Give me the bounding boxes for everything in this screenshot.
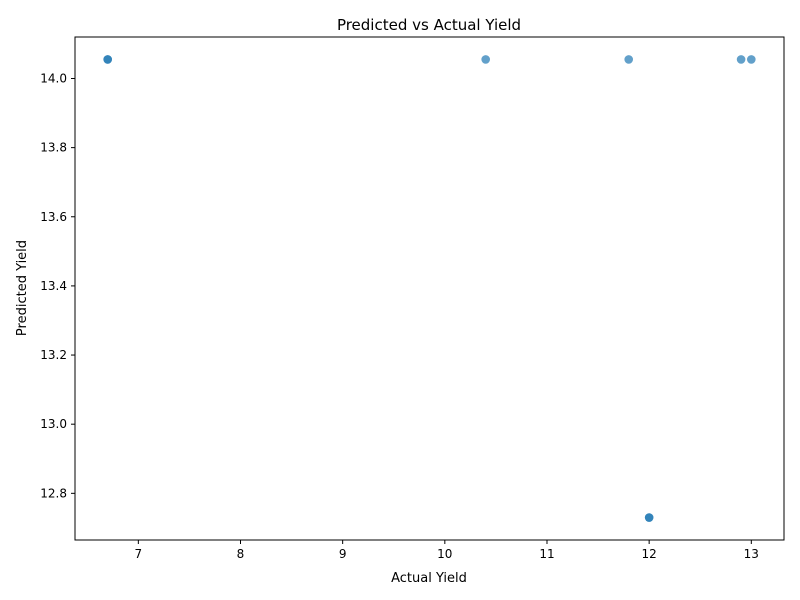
y-tick-label: 13.6: [40, 210, 67, 224]
data-point: [624, 55, 634, 64]
plot-area: [74, 36, 785, 541]
data-point: [644, 513, 654, 522]
x-axis-label: Actual Yield: [391, 571, 467, 586]
x-axis-ticks: 7 8 9 10 11 12 13: [135, 540, 759, 561]
data-point: [736, 55, 746, 64]
data-point: [481, 55, 490, 64]
x-tick-label: 8: [237, 547, 245, 561]
data-point: [103, 55, 112, 64]
y-tick-label: 13.0: [40, 417, 67, 431]
y-tick-label: 13.2: [40, 348, 67, 362]
chart-title: Predicted vs Actual Yield: [337, 16, 521, 34]
y-tick-label: 13.4: [40, 279, 67, 293]
y-tick-label: 12.8: [40, 486, 67, 500]
x-tick-label: 13: [744, 547, 759, 561]
x-tick-label: 11: [539, 547, 554, 561]
x-tick-label: 12: [642, 547, 657, 561]
x-tick-label: 7: [135, 547, 143, 561]
y-axis-ticks: 12.8 13.0 13.2 13.4 13.6 13.8 14.0: [40, 71, 75, 500]
y-axis-label: Predicted Yield: [15, 240, 30, 336]
plot-frame: [74, 36, 785, 541]
x-tick-label: 9: [339, 547, 347, 561]
y-tick-label: 14.0: [40, 71, 67, 85]
points-layer: [103, 55, 756, 522]
y-tick-label: 13.8: [40, 141, 67, 155]
data-point: [747, 55, 756, 64]
x-tick-label: 10: [437, 547, 452, 561]
